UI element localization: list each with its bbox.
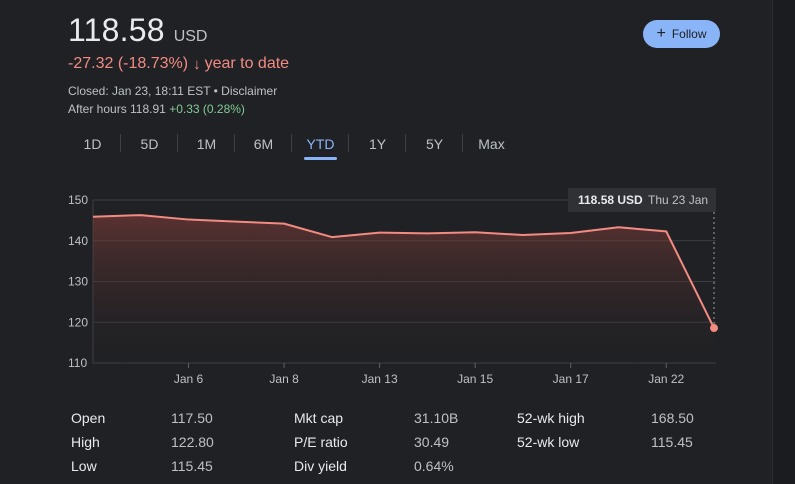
stat-value: 115.45 — [171, 458, 213, 474]
x-tick-label: Jan 15 — [457, 372, 493, 386]
price-point — [378, 231, 382, 235]
price-area-fill — [93, 215, 714, 363]
price-point — [569, 231, 573, 235]
currency-label: USD — [173, 28, 208, 45]
stat-value: 168.50 — [651, 410, 694, 426]
stat-value: 31.10B — [414, 410, 459, 426]
price-point — [282, 222, 286, 226]
stat-value: 122.80 — [171, 434, 214, 450]
x-tick-label: Jan 6 — [174, 372, 204, 386]
tab-1m[interactable]: 1M — [178, 130, 235, 160]
price-point — [234, 220, 238, 224]
plus-icon: + — [656, 25, 666, 42]
arrow-down-icon: ↓ — [193, 55, 201, 73]
price-point — [139, 213, 143, 217]
price-point — [616, 225, 620, 229]
stat-52wk-low: 52-wk low 115.45 — [517, 434, 693, 450]
current-price-dot — [710, 324, 718, 333]
tab-label: YTD — [306, 136, 335, 152]
stat-label: P/E ratio — [294, 434, 348, 450]
stat-value: 0.64% — [414, 458, 454, 474]
tooltip-date: Thu 23 Jan — [648, 193, 708, 207]
price-point — [521, 233, 525, 237]
stat-label: 52-wk low — [517, 434, 580, 450]
stat-value: 30.49 — [414, 434, 450, 450]
after-hours-price: After hours 118.91 — [68, 102, 166, 116]
tab-label: Max — [478, 136, 505, 152]
price-point — [187, 218, 191, 222]
stat-div-yield: Div yield 0.64% — [294, 458, 454, 474]
stat-label: 52-wk high — [517, 410, 585, 426]
stat-low: Low 115.45 — [71, 458, 213, 474]
price-change-row: -27.32 (-18.73%) ↓ year to date — [68, 55, 289, 73]
tooltip-value: 118.58 USD — [578, 193, 643, 207]
price-point — [91, 215, 95, 219]
follow-button[interactable]: + Follow — [643, 20, 720, 48]
stat-mkt-cap: Mkt cap 31.10B — [294, 410, 458, 426]
after-hours-row: After hours 118.91 +0.33 (0.28%) — [68, 102, 245, 116]
y-tick-label: 150 — [68, 193, 88, 207]
stat-value: 117.50 — [171, 410, 213, 426]
y-tick-label: 120 — [68, 315, 88, 329]
stat-high: High 122.80 — [71, 434, 214, 450]
price-line — [92, 214, 715, 329]
tab-5d[interactable]: 5D — [121, 130, 178, 160]
stat-open: Open 117.50 — [71, 410, 213, 426]
tab-max[interactable]: Max — [463, 130, 520, 160]
price-point — [473, 230, 477, 234]
stat-pe-ratio: P/E ratio 30.49 — [294, 434, 449, 450]
tab-label: 1M — [196, 136, 217, 152]
y-tick-label: 140 — [68, 234, 88, 248]
price-change: -27.32 (-18.73%) — [68, 55, 189, 72]
stock-price: 118.58 — [68, 12, 165, 48]
price-point — [425, 231, 429, 235]
price-chart[interactable]: 110 120 130 140 150 Jan 6 Jan 8 Jan 13 Jan 15 Jan… — [0, 180, 795, 390]
stat-label: Open — [71, 410, 106, 426]
period-label: year to date — [204, 55, 290, 72]
tab-6m[interactable]: 6M — [235, 130, 292, 160]
tab-1y[interactable]: 1Y — [349, 130, 406, 160]
price-point — [664, 229, 668, 233]
tab-label: 1Y — [368, 136, 387, 152]
tab-label: 5D — [140, 136, 159, 152]
stat-label: Div yield — [294, 458, 347, 474]
after-hours-change: +0.33 (0.28%) — [169, 102, 245, 116]
price-point — [330, 235, 334, 239]
stat-label: Mkt cap — [294, 410, 344, 426]
stat-52wk-high: 52-wk high 168.50 — [517, 410, 694, 426]
range-tabs: 1D 5D 1M 6M YTD 1Y 5Y Max — [64, 130, 520, 160]
tab-label: 5Y — [425, 136, 444, 152]
key-stats: Open 117.50 High 122.80 Low 115.45 Mkt c… — [0, 400, 795, 484]
follow-label: Follow — [671, 27, 707, 41]
tab-1d[interactable]: 1D — [64, 130, 121, 160]
stat-label: High — [71, 434, 100, 450]
tab-label: 1D — [83, 136, 102, 152]
market-closed-text: Closed: Jan 23, 18:11 EST • Disclaimer — [68, 84, 278, 98]
right-scroll-edge — [772, 0, 795, 484]
stat-value: 115.45 — [651, 434, 693, 450]
x-tick-label: Jan 8 — [269, 372, 299, 386]
tab-ytd[interactable]: YTD — [292, 130, 349, 160]
x-tick-label: Jan 17 — [553, 372, 589, 386]
price-tooltip: 118.58 USD Thu 23 Jan — [568, 188, 716, 212]
x-tick-label: Jan 22 — [648, 372, 684, 386]
stat-label: Low — [71, 458, 97, 474]
tab-label: 6M — [253, 136, 274, 152]
tab-5y[interactable]: 5Y — [406, 130, 463, 160]
x-tick-label: Jan 13 — [362, 372, 398, 386]
y-tick-label: 130 — [68, 275, 88, 289]
price-row: 118.58 USD — [68, 12, 207, 49]
y-tick-label: 110 — [68, 356, 87, 370]
